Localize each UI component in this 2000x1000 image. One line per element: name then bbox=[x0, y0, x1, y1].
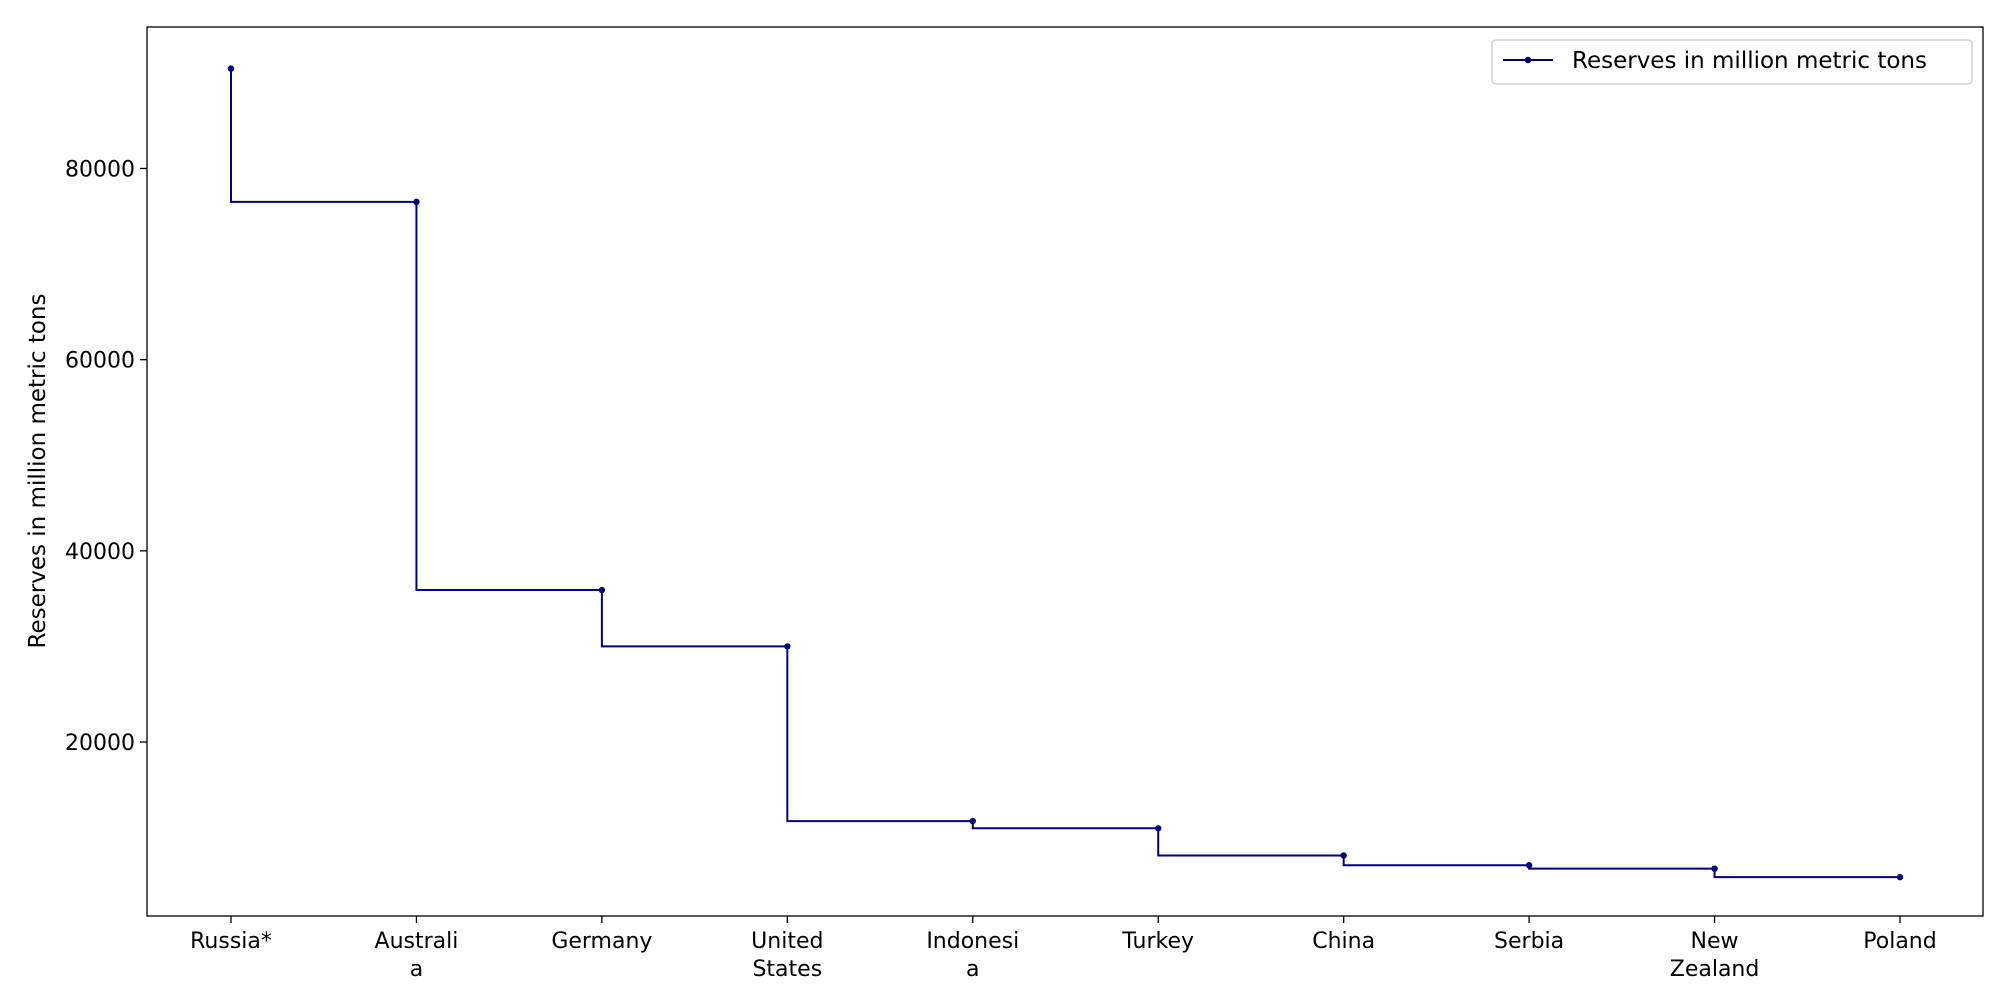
series-markers bbox=[227, 65, 1904, 881]
y-tick-label: 20000 bbox=[65, 731, 135, 756]
data-point bbox=[598, 586, 606, 594]
plot-area bbox=[146, 26, 1984, 917]
x-tick-label: Poland bbox=[1863, 929, 1936, 954]
legend-label: Reserves in million metric tons bbox=[1572, 48, 1927, 74]
x-tick-label: United States bbox=[751, 929, 823, 982]
legend: Reserves in million metric tons bbox=[1491, 39, 1973, 85]
y-tick-label: 40000 bbox=[65, 540, 135, 565]
y-tick-label: 60000 bbox=[65, 349, 135, 374]
x-axis: Russia* Australi a Germany United States Indon… bbox=[190, 916, 1937, 982]
x-tick-label: New Zealand bbox=[1670, 929, 1760, 982]
data-point bbox=[1711, 865, 1718, 872]
x-tick-label: Russia* bbox=[190, 929, 272, 954]
y-axis-label: Reserves in million metric tons bbox=[25, 294, 51, 649]
x-tick-label: Indonesi a bbox=[926, 929, 1019, 982]
data-point bbox=[1155, 825, 1162, 832]
y-axis: 20000 40000 60000 80000 bbox=[65, 157, 147, 756]
legend-box bbox=[1491, 39, 1973, 85]
x-tick-label: Germany bbox=[551, 929, 652, 954]
data-point bbox=[1340, 852, 1347, 859]
y-tick-label: 80000 bbox=[65, 157, 135, 182]
data-point bbox=[413, 198, 420, 206]
data-point bbox=[1896, 873, 1904, 881]
series-line bbox=[230, 68, 1900, 879]
data-point bbox=[1525, 862, 1533, 869]
x-tick-label: Serbia bbox=[1494, 929, 1564, 954]
data-point bbox=[969, 817, 976, 825]
data-point bbox=[227, 65, 235, 72]
x-tick-label: China bbox=[1312, 929, 1375, 954]
x-tick-label: Turkey bbox=[1121, 929, 1194, 954]
x-tick-label: Australi a bbox=[375, 929, 459, 982]
legend-marker-swatch bbox=[1524, 56, 1532, 64]
data-point bbox=[784, 643, 791, 650]
